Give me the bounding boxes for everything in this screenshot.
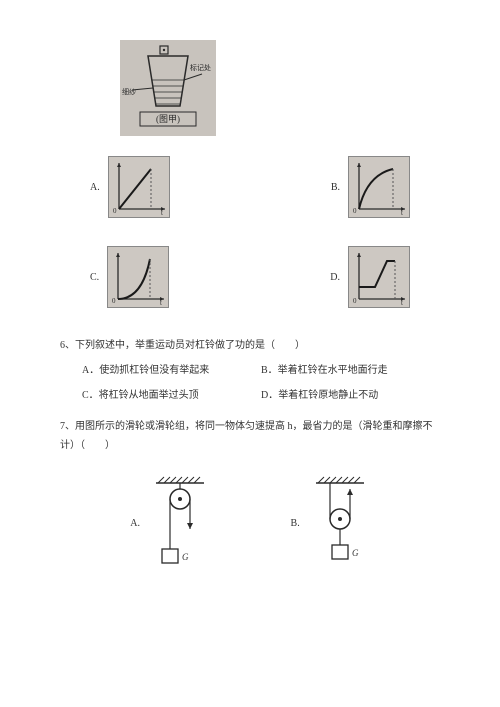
q7-a-label: A. (130, 518, 140, 529)
option-c-label: C. (90, 272, 99, 283)
graph-d: 0 t (348, 246, 410, 308)
caption-text: (图甲) (156, 114, 180, 124)
label-right: 标记处 (190, 63, 211, 72)
q6-stem: 6、下列叙述中，举重运动员对杠铃做了功的是（ ） (60, 336, 440, 355)
option-b-label: B. (331, 182, 340, 193)
svg-text:t: t (161, 209, 163, 217)
svg-text:0: 0 (353, 207, 357, 215)
question-6: 6、下列叙述中，举重运动员对杠铃做了功的是（ ） A．使劲抓杠铃但没有举起来 B… (60, 336, 440, 405)
label-left: 细纱 (122, 87, 136, 96)
pulley-b-svg: G (310, 475, 370, 571)
q7-option-a: A. G (130, 475, 210, 571)
cup-svg: 细纱 标记处 (图甲) (120, 40, 216, 136)
option-c: C. 0 t (90, 246, 169, 308)
q6-opt-a: A．使劲抓杠铃但没有举起来 (82, 361, 261, 380)
svg-text:0: 0 (113, 207, 117, 215)
option-b: B. 0 t (331, 156, 410, 218)
pulley-a-svg: G (150, 475, 210, 571)
graph-b: 0 t (348, 156, 410, 218)
pulley-row: A. G B. (90, 475, 410, 571)
q6-opt-c: C．将杠铃从地面举过头顶 (82, 386, 261, 405)
svg-text:G: G (182, 552, 189, 562)
option-d-label: D. (330, 272, 340, 283)
graph-c: 0 t (107, 246, 169, 308)
svg-text:t: t (401, 209, 403, 217)
q6-opt-b: B．举着杠铃在水平地面行走 (261, 361, 440, 380)
q7-b-label: B. (291, 518, 300, 529)
q7-stem: 7、用图所示的滑轮或滑轮组，将同一物体匀速提高 h，最省力的是（滑轮重和摩擦不计… (60, 417, 440, 455)
q7-option-b: B. G (291, 475, 370, 571)
option-d: D. 0 t (330, 246, 410, 308)
graph-options: A. 0 t B. (90, 156, 410, 308)
q6-opt-d: D．举着杠铃原地静止不动 (261, 386, 440, 405)
svg-text:t: t (401, 299, 403, 307)
figure-cup: 细纱 标记处 (图甲) (120, 40, 440, 136)
graph-a: 0 t (108, 156, 170, 218)
svg-text:0: 0 (353, 297, 357, 305)
option-a: A. 0 t (90, 156, 170, 218)
option-a-label: A. (90, 182, 100, 193)
question-7: 7、用图所示的滑轮或滑轮组，将同一物体匀速提高 h，最省力的是（滑轮重和摩擦不计… (60, 417, 440, 455)
svg-text:G: G (352, 548, 359, 558)
svg-text:t: t (160, 299, 162, 307)
svg-text:0: 0 (112, 297, 116, 305)
